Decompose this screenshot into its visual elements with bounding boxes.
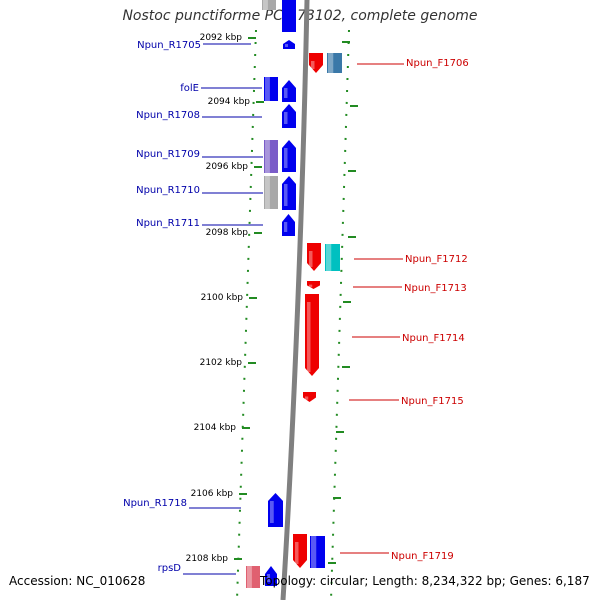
cog-block xyxy=(264,77,278,101)
gene-arrow-forward xyxy=(307,243,321,271)
gene-arrow-reverse xyxy=(282,80,296,102)
accession-value: NC_010628 xyxy=(76,574,146,588)
gene-label-reverse: rpsD xyxy=(158,563,182,574)
gene-arrow-reverse xyxy=(282,176,296,210)
genes-label: Genes: xyxy=(509,574,552,588)
genome-backbone xyxy=(280,0,310,600)
ruler-tick-label: 2106 kbp xyxy=(191,489,234,499)
ruler-tick-label: 2104 kbp xyxy=(194,423,237,433)
cog-block-shade xyxy=(265,140,270,173)
cog-block-shade xyxy=(326,244,332,271)
ruler-tick-label: 2098 kbp xyxy=(206,228,249,238)
gene-arrow-reverse-shade xyxy=(270,501,274,523)
gene-arrow-reverse xyxy=(282,104,296,128)
cog-block xyxy=(264,140,278,173)
gene-arrow-reverse-shade xyxy=(284,222,288,232)
gene-arrow-reverse xyxy=(283,40,295,49)
ruler-tick-label: 2096 kbp xyxy=(206,162,249,172)
gene-arrow-reverse-shade xyxy=(285,44,288,47)
cog-block xyxy=(264,176,278,209)
cog-block xyxy=(246,566,260,588)
cog-block xyxy=(327,53,342,73)
gene-arrow-reverse-shade xyxy=(284,148,288,168)
topology-line: Topology: circular; Length: 8,234,322 bp… xyxy=(260,574,590,588)
gene-arrow-reverse xyxy=(268,493,283,527)
cog-block-shade xyxy=(328,53,334,73)
gene-arrow-reverse-shade xyxy=(267,574,270,582)
ruler-tick-label: 2092 kbp xyxy=(200,33,243,43)
accession-line: Accession: NC_010628 xyxy=(9,574,145,588)
gene-arrow-forward xyxy=(307,281,320,289)
cog-block-shade xyxy=(265,176,270,209)
gene-label-reverse: Npun_R1705 xyxy=(137,40,201,51)
gene-label-reverse: Npun_R1710 xyxy=(136,185,200,196)
length-value: 8,234,322 bp xyxy=(421,574,502,588)
ruler-track-right xyxy=(330,29,350,600)
ruler-tick-label: 2108 kbp xyxy=(186,554,229,564)
ruler-track-left xyxy=(236,29,257,600)
gene-arrow-forward-shade xyxy=(309,251,313,267)
topology-label: Topology: xyxy=(260,574,317,588)
gene-arrow-forward-shade xyxy=(295,542,299,564)
gene-arrow-forward-shade xyxy=(305,396,309,400)
ruler-tick-label: 2094 kbp xyxy=(208,97,251,107)
gene-arrow-reverse-shade xyxy=(284,184,288,206)
gene-arrow-forward-shade xyxy=(309,284,313,288)
cog-block xyxy=(310,536,325,568)
gene-arrow-forward xyxy=(305,294,319,376)
genome-title: Nostoc punctiforme PCC 73102, complete g… xyxy=(122,8,478,24)
gene-arrow-reverse-top xyxy=(282,0,296,32)
topology-value: circular xyxy=(319,574,365,588)
gene-label-reverse: Npun_R1709 xyxy=(136,149,200,160)
cog-block-shade xyxy=(311,536,317,568)
gene-arrow-reverse-shade xyxy=(284,88,288,98)
gene-label-forward: Npun_F1714 xyxy=(402,333,465,344)
cog-block-shade xyxy=(247,566,252,588)
genes-value: 6,187 xyxy=(555,574,590,588)
gene-arrow-forward xyxy=(303,392,316,402)
gene-arrow-forward xyxy=(293,534,307,568)
gene-label-forward: Npun_F1715 xyxy=(401,396,464,407)
length-label: Length: xyxy=(372,574,418,588)
ruler-tick-label: 2102 kbp xyxy=(200,358,243,368)
gene-arrow-reverse xyxy=(265,566,277,586)
cog-block xyxy=(325,244,340,271)
gene-arrow-forward-shade xyxy=(307,302,311,372)
gene-arrow-forward xyxy=(309,53,323,73)
gene-label-forward: Npun_F1712 xyxy=(405,254,468,265)
cog-block-top xyxy=(262,0,276,10)
gene-arrow-forward-shade xyxy=(311,61,315,69)
accession-label: Accession: xyxy=(9,574,73,588)
gene-label-reverse: Npun_R1718 xyxy=(123,498,187,509)
gene-label-forward: Npun_F1706 xyxy=(406,58,469,69)
gene-label-reverse: Npun_R1708 xyxy=(136,110,200,121)
cog-block-shade xyxy=(265,77,270,101)
gene-arrow-reverse xyxy=(282,140,296,172)
gene-label-forward: Npun_F1719 xyxy=(391,551,454,562)
gene-arrow-reverse-shade xyxy=(284,112,288,124)
cog-block-top-shade xyxy=(263,0,268,10)
gene-label-reverse: folE xyxy=(180,83,199,94)
ruler-tick-label: 2100 kbp xyxy=(201,293,244,303)
gene-arrow-reverse xyxy=(282,214,295,236)
gene-label-reverse: Npun_R1711 xyxy=(136,218,200,229)
gene-label-forward: Npun_F1713 xyxy=(404,283,467,294)
